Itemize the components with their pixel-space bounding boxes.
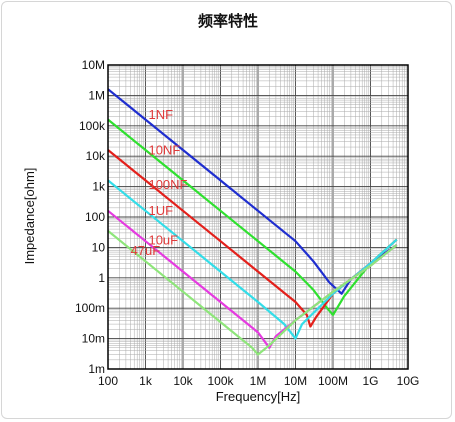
y-axis-label: Impedance[ohm] bbox=[22, 168, 37, 265]
series-label-10uf: 10uF bbox=[148, 233, 178, 248]
series-label-100nf: 100NF bbox=[148, 177, 187, 192]
y-tick-labels: 1m 10m 100m 1 10 100 1k 10k 100k 1M 10M bbox=[75, 58, 106, 376]
series-line-10nf bbox=[107, 118, 398, 316]
y-tick-label: 1 bbox=[98, 271, 105, 285]
x-tick-labels: 100 1k 10k 100k 1M 10M 100M 1G 10G bbox=[98, 374, 419, 388]
series-label-1nf: 1NF bbox=[148, 107, 173, 122]
x-tick-label: 1k bbox=[139, 374, 153, 388]
plot-area bbox=[107, 64, 409, 370]
x-tick-label: 100 bbox=[98, 374, 118, 388]
y-tick-label: 10m bbox=[82, 332, 105, 346]
series-line-47uf bbox=[107, 230, 398, 356]
y-tick-label: 10k bbox=[86, 149, 106, 163]
grid-lines bbox=[108, 65, 408, 369]
y-tick-label: 1m bbox=[88, 362, 105, 376]
x-tick-label: 10G bbox=[397, 374, 420, 388]
x-tick-label: 100k bbox=[207, 374, 234, 388]
y-tick-label: 1k bbox=[92, 180, 106, 194]
x-tick-label: 1M bbox=[250, 374, 267, 388]
x-tick-label: 100M bbox=[318, 374, 348, 388]
x-tick-label: 1G bbox=[362, 374, 378, 388]
chart-title: 频率特性 bbox=[198, 12, 258, 30]
x-axis-label: Frequency[Hz] bbox=[216, 389, 301, 404]
series-lines bbox=[107, 88, 398, 356]
y-tick-label: 100k bbox=[79, 119, 106, 133]
y-tick-label: 10M bbox=[82, 58, 105, 72]
y-tick-label: 100 bbox=[85, 210, 105, 224]
y-tick-label: 10 bbox=[92, 240, 106, 254]
y-tick-label: 1M bbox=[88, 88, 105, 102]
series-label-47uf: 47uF bbox=[131, 243, 161, 258]
series-label-1uf: 1UF bbox=[148, 203, 173, 218]
y-tick-label: 100m bbox=[75, 301, 105, 315]
x-tick-label: 10k bbox=[173, 374, 193, 388]
series-label-10nf: 10NF bbox=[148, 142, 180, 157]
x-tick-label: 10M bbox=[284, 374, 307, 388]
